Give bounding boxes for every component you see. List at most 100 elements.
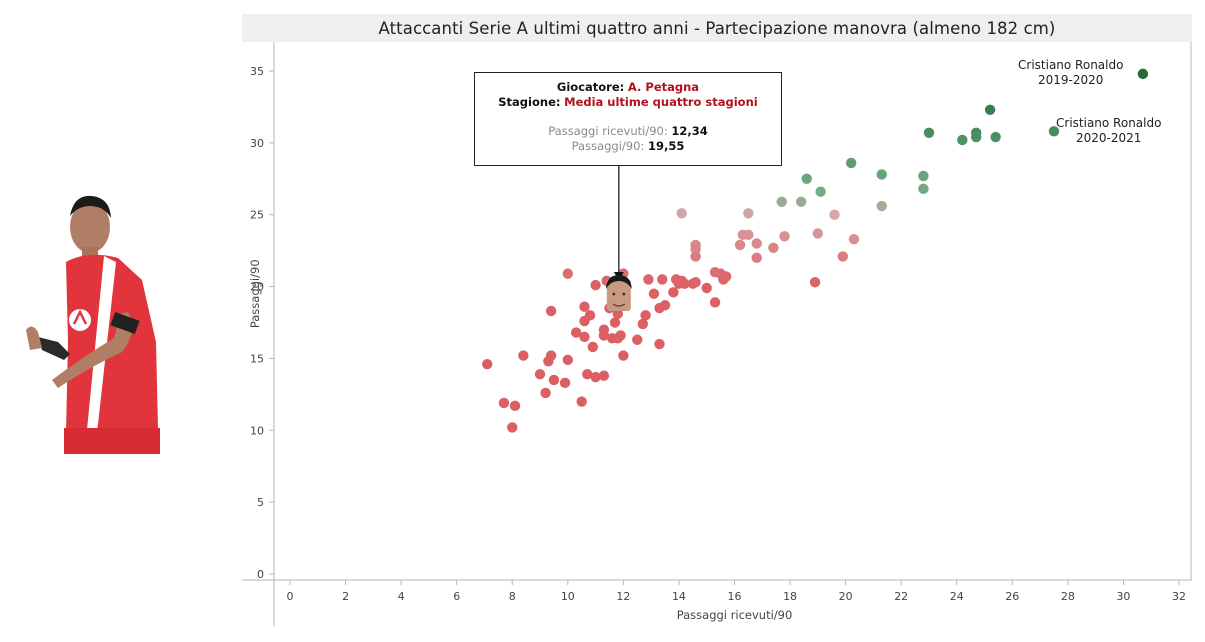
svg-text:35: 35 <box>250 65 264 78</box>
data-point[interactable] <box>743 229 754 241</box>
data-point[interactable] <box>598 324 610 335</box>
data-point[interactable] <box>848 233 860 245</box>
data-point[interactable] <box>590 279 601 291</box>
tooltip-season-label: Stagione: <box>498 95 561 109</box>
data-point[interactable] <box>776 196 787 207</box>
data-point[interactable] <box>679 278 690 289</box>
data-point[interactable] <box>918 183 929 195</box>
data-point[interactable] <box>562 354 574 366</box>
svg-text:8: 8 <box>509 590 516 603</box>
svg-text:14: 14 <box>672 590 686 603</box>
annotation-ronaldo-2020: Cristiano Ronaldo 2020-2021 <box>1056 116 1161 146</box>
data-point[interactable] <box>668 287 679 298</box>
data-point[interactable] <box>579 301 590 312</box>
data-point[interactable] <box>801 173 812 184</box>
data-point[interactable] <box>618 350 629 361</box>
svg-text:2: 2 <box>342 590 349 603</box>
data-point[interactable] <box>540 387 551 399</box>
data-point[interactable] <box>509 400 521 412</box>
data-point[interactable] <box>609 317 621 328</box>
data-point[interactable] <box>701 282 712 294</box>
data-point[interactable] <box>876 169 887 180</box>
data-point[interactable] <box>751 252 762 264</box>
data-point[interactable] <box>643 274 654 285</box>
data-point[interactable] <box>534 369 546 380</box>
data-point[interactable] <box>743 208 754 219</box>
data-point[interactable] <box>690 244 701 255</box>
svg-text:25: 25 <box>250 209 264 222</box>
data-point[interactable] <box>582 369 593 380</box>
data-point[interactable] <box>1048 126 1060 137</box>
data-point[interactable] <box>990 131 1001 143</box>
data-point[interactable] <box>812 228 824 239</box>
data-point[interactable] <box>957 134 968 146</box>
data-point[interactable] <box>768 242 779 253</box>
data-point[interactable] <box>654 338 665 350</box>
data-point[interactable] <box>590 371 601 383</box>
chart-title: Attaccanti Serie A ultimi quattro anni -… <box>242 14 1192 42</box>
tooltip-y-value: 19,55 <box>647 139 685 153</box>
data-point[interactable] <box>676 208 687 219</box>
tooltip: Giocatore: A. Petagna Stagione: Media ul… <box>474 72 782 166</box>
data-point[interactable] <box>640 310 651 321</box>
data-point[interactable] <box>657 274 668 285</box>
data-point[interactable] <box>545 350 557 361</box>
data-point[interactable] <box>507 422 518 433</box>
svg-text:10: 10 <box>250 424 264 437</box>
data-point[interactable] <box>720 271 732 282</box>
annotation-ronaldo-2019: Cristiano Ronaldo 2019-2020 <box>1018 58 1123 88</box>
data-point[interactable] <box>918 170 929 182</box>
data-point[interactable] <box>984 104 996 116</box>
data-point[interactable] <box>690 277 701 288</box>
highlight-player-face-icon[interactable] <box>605 275 632 312</box>
tooltip-x-value: 12,34 <box>671 124 708 138</box>
data-point[interactable] <box>709 297 721 308</box>
svg-text:24: 24 <box>950 590 964 603</box>
svg-text:5: 5 <box>257 496 264 509</box>
data-point[interactable] <box>829 209 840 220</box>
data-point[interactable] <box>637 318 649 330</box>
svg-text:30: 30 <box>1116 590 1130 603</box>
data-point[interactable] <box>632 334 643 345</box>
data-point[interactable] <box>570 327 582 338</box>
data-point[interactable] <box>545 305 557 317</box>
svg-text:Passaggi ricevuti/90: Passaggi ricevuti/90 <box>677 608 793 622</box>
data-point[interactable] <box>845 157 857 169</box>
data-point[interactable] <box>587 341 599 353</box>
data-point[interactable] <box>923 127 935 138</box>
data-point[interactable] <box>612 308 624 320</box>
svg-text:18: 18 <box>783 590 797 603</box>
data-point[interactable] <box>809 277 821 288</box>
data-point[interactable] <box>498 397 510 409</box>
data-point[interactable] <box>815 186 826 197</box>
data-point[interactable] <box>576 396 587 407</box>
data-point[interactable] <box>584 310 596 321</box>
data-point[interactable] <box>795 196 807 207</box>
data-point[interactable] <box>751 238 762 249</box>
data-point[interactable] <box>579 331 590 343</box>
svg-text:Passaggi/90: Passaggi/90 <box>248 259 262 328</box>
data-point[interactable] <box>598 370 610 381</box>
data-point[interactable] <box>562 268 574 279</box>
data-point[interactable] <box>970 127 982 138</box>
svg-text:28: 28 <box>1061 590 1075 603</box>
data-point[interactable] <box>548 374 560 386</box>
data-point[interactable] <box>779 231 790 242</box>
data-point[interactable] <box>734 239 746 251</box>
data-point[interactable] <box>482 358 493 370</box>
data-point[interactable] <box>648 288 660 299</box>
data-point[interactable] <box>615 330 626 341</box>
data-point[interactable] <box>876 200 887 212</box>
data-point[interactable] <box>1137 68 1149 80</box>
data-point[interactable] <box>837 251 849 262</box>
data-point[interactable] <box>659 300 671 311</box>
svg-text:20: 20 <box>250 281 264 294</box>
svg-text:15: 15 <box>250 352 264 365</box>
player-photo <box>18 192 163 454</box>
data-point[interactable] <box>690 251 701 262</box>
data-point[interactable] <box>518 350 529 361</box>
svg-text:16: 16 <box>728 590 742 603</box>
data-point[interactable] <box>559 377 571 389</box>
annotation-line2: 2019-2020 <box>1038 73 1104 87</box>
